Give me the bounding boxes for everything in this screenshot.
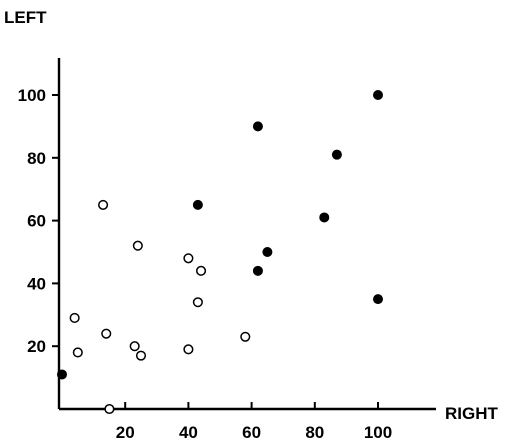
data-point-open [104, 403, 115, 415]
data-point-filled [373, 90, 383, 100]
data-point-filled [252, 121, 263, 132]
data-point-open [98, 199, 109, 210]
data-point-filled [262, 247, 273, 257]
x-tick-label: 40 [179, 423, 198, 442]
points-group [57, 90, 383, 415]
x-tick-label: 60 [242, 423, 261, 442]
data-point-open [101, 328, 112, 339]
x-axis-label: RIGHT [445, 404, 499, 423]
data-point-open [183, 344, 194, 355]
data-point-open [132, 240, 143, 251]
y-tick-label: 100 [18, 86, 46, 105]
data-point-filled [192, 199, 203, 210]
y-tick-label: 20 [27, 337, 46, 356]
data-point-open [240, 331, 251, 342]
data-point-open [183, 253, 194, 264]
data-point-filled [373, 294, 383, 305]
x-tick-label: 20 [116, 423, 135, 442]
data-point-open [192, 297, 203, 308]
y-tick-label: 60 [27, 212, 46, 231]
data-point-open [135, 350, 147, 361]
y-axis-label: LEFT [4, 8, 47, 27]
data-point-filled [331, 149, 342, 160]
y-tick-label: 80 [27, 149, 46, 168]
tick-group: 20 40 60 80 100 20 40 60 80 100 [18, 86, 393, 442]
data-point-open [72, 347, 83, 358]
data-point-filled [252, 265, 263, 276]
data-point-filled [57, 369, 67, 380]
data-point-open [69, 312, 80, 323]
data-point-open [195, 265, 207, 276]
x-tick-label: 80 [305, 423, 324, 442]
y-tick-label: 40 [27, 274, 46, 293]
x-tick-label: 100 [364, 423, 392, 442]
data-point-open [129, 341, 140, 352]
data-point-filled [319, 212, 330, 223]
